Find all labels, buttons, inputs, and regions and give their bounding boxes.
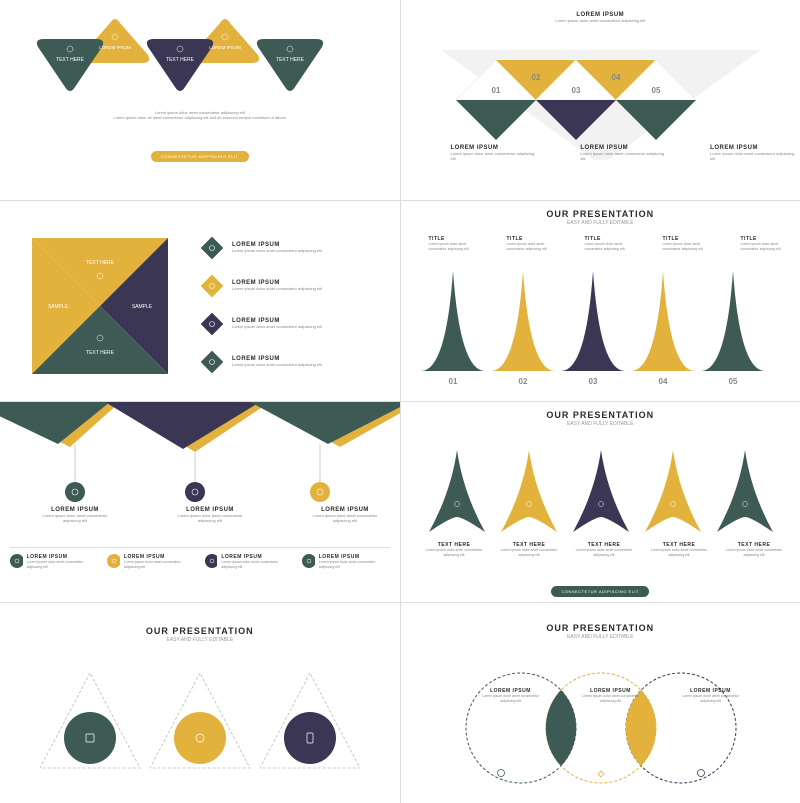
- drop-circles: [0, 444, 400, 514]
- slide-3: TEXT HERE SAMPLE SAMPLE TEXT HERE LOREM …: [0, 201, 400, 401]
- svg-text:TEXT HERE: TEXT HERE: [86, 350, 115, 356]
- svg-text:SAMPLE: SAMPLE: [132, 304, 153, 310]
- bottom-row: LOREM IPSUMLorem ipsum dolor amet consec…: [10, 547, 390, 569]
- slide-6: OUR PRESENTATION EASY AND FULLY EDITABLE…: [401, 402, 800, 602]
- cta-button[interactable]: CONSECTETUR ADIPISCING ELIT: [151, 151, 249, 162]
- body-text-2: Lorem ipsum dolor sit amet consectetur a…: [50, 115, 350, 120]
- star-spikes: [421, 442, 781, 542]
- zigzag-triangles: 01 02 03 04 05: [401, 30, 800, 160]
- spike-labels: TEXT HERELorem ipsum dolor amet consecte…: [426, 542, 783, 557]
- svg-text:01: 01: [491, 86, 500, 95]
- svg-text:01: 01: [448, 377, 457, 386]
- slides-grid: TEXT HERE TEXT HERE TEXT HERE LOREM IPSU…: [0, 0, 800, 803]
- svg-text:TEXT HERE: TEXT HERE: [86, 260, 115, 266]
- svg-text:04: 04: [611, 73, 620, 82]
- drop-labels: LOREM IPSUMLorem ipsum dolor amet consec…: [35, 507, 385, 523]
- svg-text:TEXT HERE: TEXT HERE: [166, 57, 195, 63]
- peak-labels: TITLELorem ipsum dolor amet consectetur …: [429, 236, 791, 251]
- slide-4: OUR PRESENTATION EASY AND FULLY EDITABLE…: [401, 201, 800, 401]
- svg-text:02: 02: [518, 377, 527, 386]
- slide-8: OUR PRESENTATION EASY AND FULLY EDITABLE…: [401, 603, 800, 803]
- slide-2: LOREM IPSUM Lorem ipsum dolor amet conse…: [401, 0, 800, 200]
- svg-text:03: 03: [571, 86, 580, 95]
- svg-text:05: 05: [651, 86, 660, 95]
- svg-text:05: 05: [728, 377, 737, 386]
- slide-7: OUR PRESENTATION EASY AND FULLY EDITABLE: [0, 603, 400, 803]
- svg-text:LOREM IPSUM: LOREM IPSUM: [99, 45, 131, 50]
- svg-text:03: 03: [588, 377, 597, 386]
- triangles-row: TEXT HERE TEXT HERE TEXT HERE LOREM IPSU…: [30, 15, 370, 100]
- slide-title: OUR PRESENTATION: [409, 209, 793, 219]
- slide-5: LOREM IPSUMLorem ipsum dolor amet consec…: [0, 402, 400, 602]
- slide-1: TEXT HERE TEXT HERE TEXT HERE LOREM IPSU…: [0, 0, 400, 200]
- svg-text:TEXT HERE: TEXT HERE: [56, 57, 85, 63]
- triangles-circles: [35, 668, 365, 788]
- overlap-circles: [441, 658, 761, 788]
- diamond-list: LOREM IPSUMLorem ipsum dolor amet consec…: [200, 236, 322, 374]
- svg-text:LOREM IPSUM: LOREM IPSUM: [209, 45, 241, 50]
- quadrant-square: TEXT HERE SAMPLE SAMPLE TEXT HERE: [30, 236, 170, 376]
- circle-labels: LOREM IPSUMLorem ipsum dolor amet consec…: [476, 688, 746, 703]
- svg-text:04: 04: [658, 377, 667, 386]
- svg-text:02: 02: [531, 73, 540, 82]
- peaks: 01 02 03 04 05: [416, 251, 786, 386]
- svg-text:TEXT HERE: TEXT HERE: [276, 57, 305, 63]
- svg-text:SAMPLE: SAMPLE: [48, 304, 69, 310]
- cta-button-2[interactable]: CONSECTETUR ADIPISCING ELIT: [551, 586, 649, 597]
